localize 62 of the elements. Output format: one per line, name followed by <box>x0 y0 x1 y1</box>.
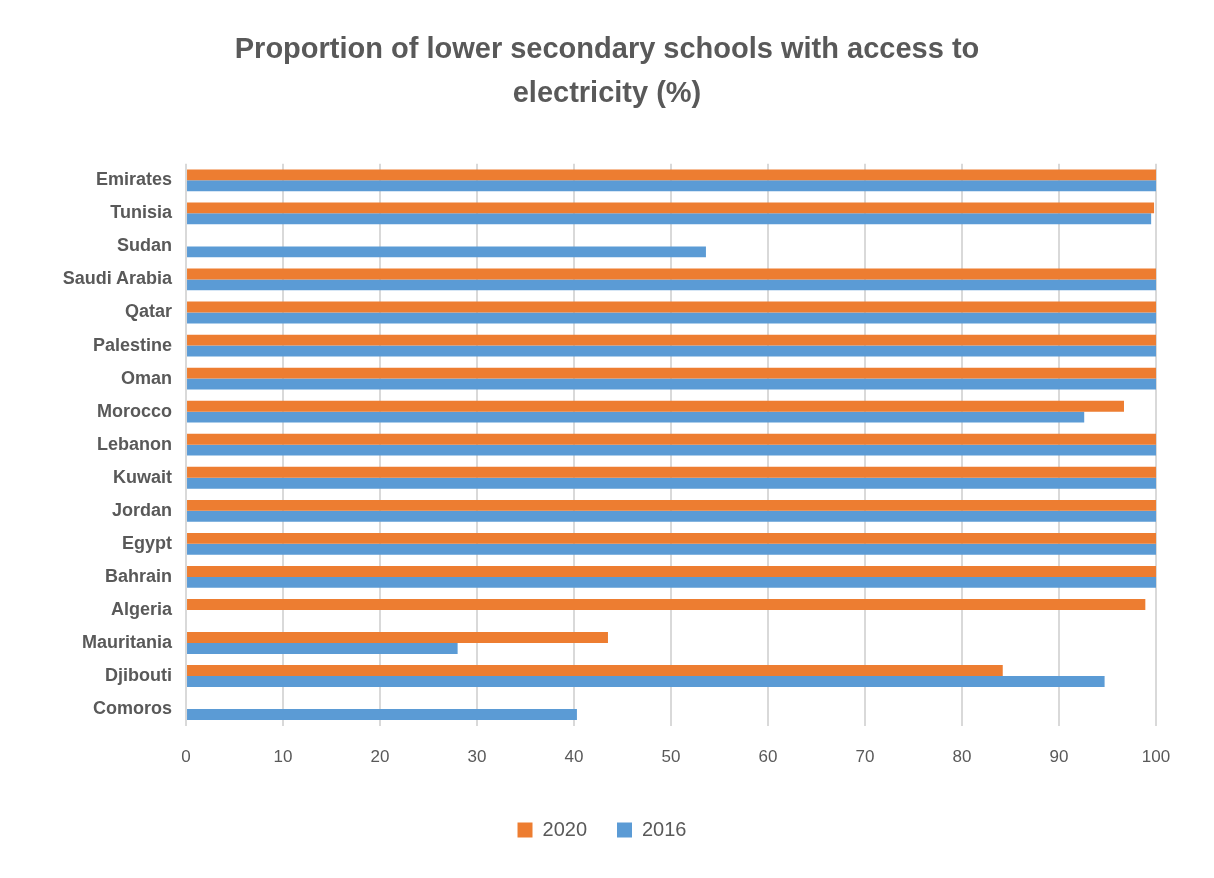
x-tick-label: 40 <box>564 747 584 767</box>
bar <box>187 665 1003 677</box>
bar <box>187 301 1156 313</box>
bar <box>187 433 1156 445</box>
x-tick-label: 20 <box>370 747 390 767</box>
bar <box>187 676 1105 687</box>
y-tick-label: Qatar <box>125 301 173 322</box>
x-tick-label: 50 <box>661 747 681 767</box>
x-tick-label: 10 <box>273 747 293 767</box>
bar <box>187 367 1156 379</box>
y-tick-label: Morocco <box>97 400 173 421</box>
bar <box>187 510 1156 522</box>
bar <box>187 499 1156 511</box>
bar <box>187 532 1156 544</box>
bar <box>187 400 1124 412</box>
x-tick-label: 60 <box>758 747 778 767</box>
x-tick-label: 30 <box>467 747 487 767</box>
bar <box>187 378 1156 390</box>
y-tick-label: Kuwait <box>113 466 173 487</box>
x-tick-label: 70 <box>855 747 875 767</box>
bar <box>187 169 1156 181</box>
bar <box>187 565 1156 577</box>
legend-label: 2016 <box>642 817 687 840</box>
x-tick-label: 0 <box>181 747 191 767</box>
bar <box>187 599 1146 610</box>
y-tick-label: Algeria <box>111 598 174 619</box>
bar <box>187 180 1156 192</box>
bar <box>187 411 1085 423</box>
y-tick-label: Oman <box>121 367 173 388</box>
y-tick-label: Jordan <box>112 499 173 520</box>
y-tick-label: Tunisia <box>110 202 173 223</box>
y-tick-label: Djibouti <box>105 665 173 685</box>
bar <box>187 345 1156 357</box>
y-tick-label: Lebanon <box>97 433 173 454</box>
legend-label: 2020 <box>542 817 588 840</box>
chart-title: Proportion of lower secondary schools with access to electricity (%) <box>233 31 981 110</box>
x-tick-label: 90 <box>1049 747 1069 767</box>
y-tick-label: Palestine <box>92 334 173 355</box>
x-tick-label: 100 <box>1141 747 1171 767</box>
y-tick-label: Bahrain <box>105 565 173 586</box>
bar <box>187 632 608 643</box>
bar <box>187 444 1156 456</box>
bar <box>187 543 1156 555</box>
y-tick-label: Comoros <box>93 698 173 719</box>
bar <box>187 466 1156 478</box>
y-tick-label: Sudan <box>117 235 173 256</box>
bar <box>187 334 1156 346</box>
y-tick-label: Saudi Arabia <box>62 268 174 289</box>
bar <box>187 312 1156 324</box>
bar <box>187 213 1152 225</box>
bar <box>187 202 1155 214</box>
y-tick-label: Egypt <box>122 532 173 553</box>
bar <box>187 709 577 720</box>
y-tick-label: Emirates <box>95 169 173 190</box>
bar <box>187 246 706 258</box>
bar <box>187 642 458 654</box>
bar <box>187 576 1156 588</box>
bar <box>187 268 1156 280</box>
x-tick-label: 80 <box>952 747 972 767</box>
bar <box>187 477 1156 489</box>
bar <box>187 279 1156 291</box>
y-tick-label: Mauritania <box>82 631 174 652</box>
